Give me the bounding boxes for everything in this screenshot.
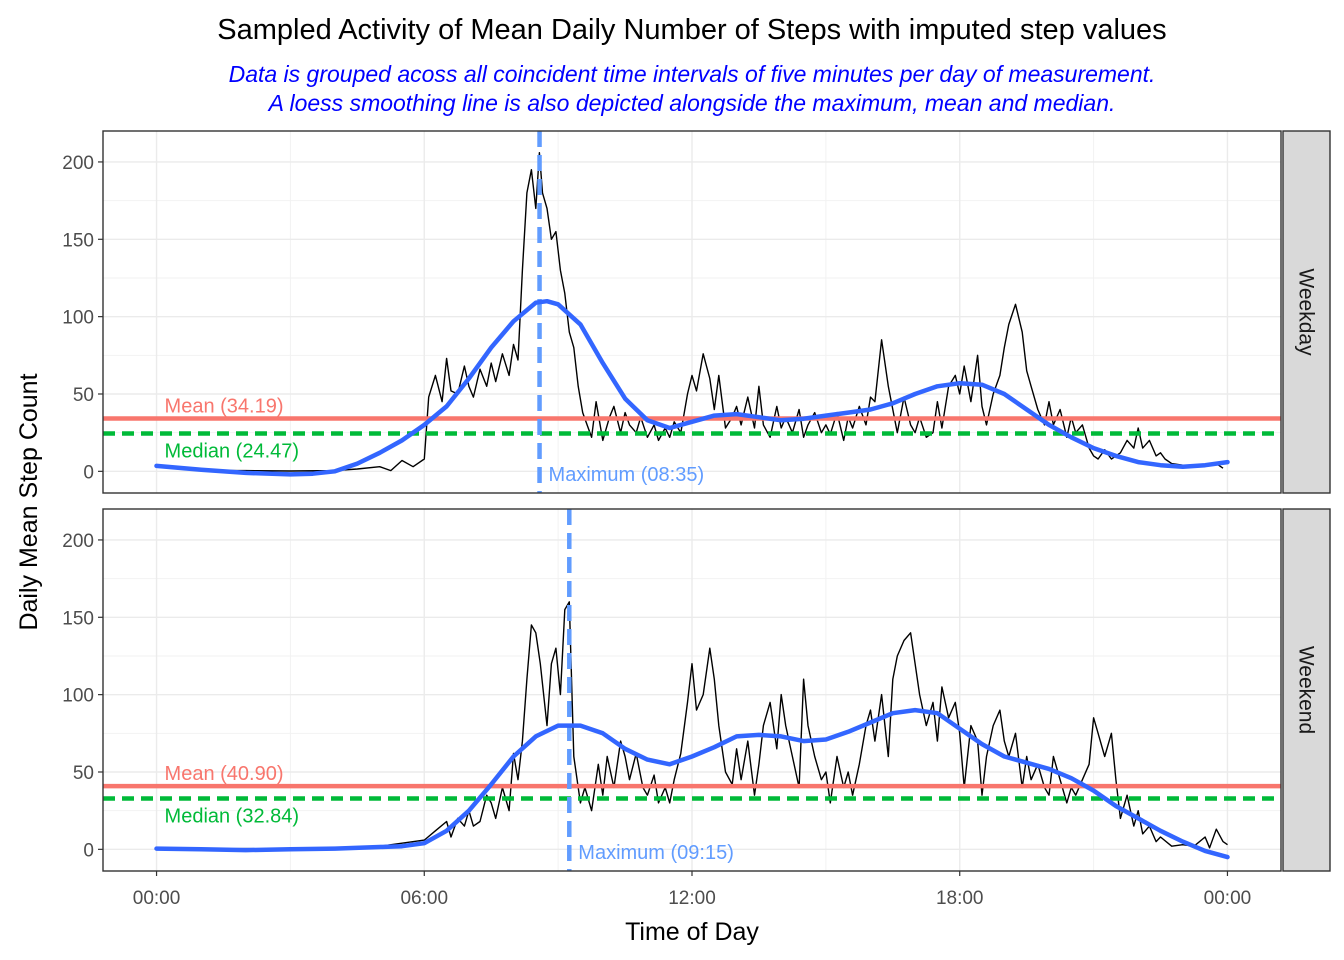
x-tick-label: 06:00 — [400, 888, 448, 909]
loess-line — [154, 298, 1230, 477]
x-tick-label: 12:00 — [668, 888, 716, 909]
facet-strip-label: Weekend — [1295, 646, 1318, 734]
maximum-label: Maximum (08:35) — [549, 464, 705, 486]
raw-step-line — [156, 601, 1228, 850]
facet-strip — [1282, 508, 1331, 872]
y-tick-label: 200 — [62, 153, 94, 174]
facet-strip — [1282, 130, 1331, 494]
y-tick-label: 200 — [62, 531, 94, 552]
loess-line — [154, 707, 1230, 860]
mean-label: Mean (34.19) — [165, 395, 284, 417]
panels-group: 0 50 100 150 200 Mean (34.19) Median (24.47) Ma… — [62, 130, 1331, 872]
panel-border — [102, 130, 1282, 494]
mean-label: Mean (40.90) — [165, 763, 284, 785]
panel-weekday: 0 50 100 150 200 Mean (34.19) Median (24.47) Ma… — [62, 130, 1331, 494]
x-axis: 00:00 06:00 12:00 18:00 00:00 — [133, 871, 1251, 909]
y-tick-label: 150 — [62, 230, 94, 251]
y-tick-label: 0 — [83, 462, 94, 483]
chart-subtitle-line-1: Data is grouped acoss all coincident tim… — [229, 61, 1156, 87]
median-label: Median (24.47) — [165, 440, 300, 462]
facet-strip-label: Weekday — [1295, 268, 1318, 356]
y-tick-label: 50 — [73, 763, 94, 784]
maximum-label: Maximum (09:15) — [578, 842, 734, 864]
y-tick-label: 50 — [73, 385, 94, 406]
panel-weekend: 0 50 100 150 200 Mean (40.90) Median (32.84) Ma… — [62, 508, 1331, 872]
y-axis-title: Daily Mean Step Count — [15, 373, 43, 630]
x-tick-label: 00:00 — [133, 888, 181, 909]
median-label: Median (32.84) — [165, 806, 300, 828]
x-tick-label: 00:00 — [1204, 888, 1252, 909]
x-axis-title: Time of Day — [625, 918, 759, 946]
y-tick-label: 100 — [62, 308, 94, 329]
y-tick-label: 0 — [83, 840, 94, 861]
y-tick-label: 100 — [62, 686, 94, 707]
y-tick-label: 150 — [62, 608, 94, 629]
chart-title: Sampled Activity of Mean Daily Number of… — [217, 14, 1166, 46]
chart-subtitle-line-2: A loess smoothing line is also depicted … — [267, 90, 1116, 116]
x-tick-label: 18:00 — [936, 888, 984, 909]
